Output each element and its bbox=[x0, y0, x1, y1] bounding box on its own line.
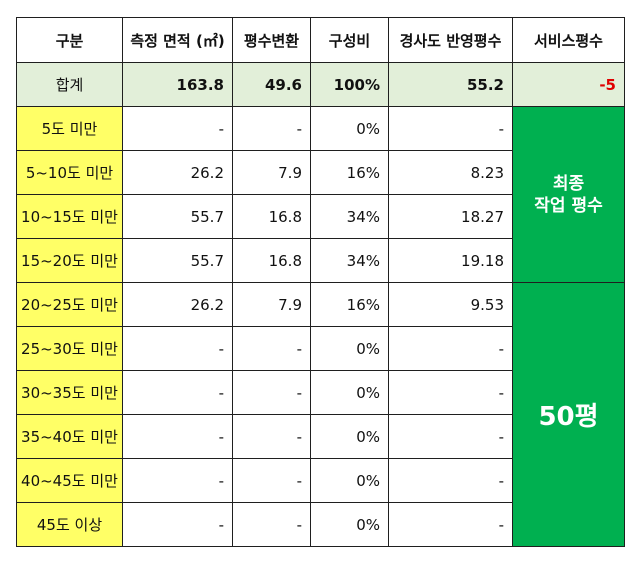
row-category: 5도 미만 bbox=[16, 106, 123, 151]
header-area: 측정 면적 (㎡) bbox=[122, 17, 233, 63]
row-area: - bbox=[122, 458, 233, 503]
total-service: -5 bbox=[512, 62, 625, 107]
row-area: - bbox=[122, 326, 233, 371]
total-label: 합계 bbox=[16, 62, 123, 107]
fifty-pyeong-label: 50평 bbox=[538, 402, 599, 432]
row-category: 5~10도 미만 bbox=[16, 150, 123, 195]
final-label-line1: 최종 bbox=[552, 173, 585, 194]
row-pyeong: 7.9 bbox=[232, 282, 311, 327]
row-ratio: 34% bbox=[310, 238, 389, 283]
row-ratio: 0% bbox=[310, 414, 389, 459]
row-ratio: 16% bbox=[310, 150, 389, 195]
row-category: 35~40도 미만 bbox=[16, 414, 123, 459]
final-work-area-cell: 최종 작업 평수 bbox=[512, 106, 625, 283]
row-ratio: 34% bbox=[310, 194, 389, 239]
fifty-pyeong-cell: 50평 bbox=[512, 282, 625, 547]
slope-table: 구분 측정 면적 (㎡) 평수변환 구성비 경사도 반영평수 서비스평수 합계 … bbox=[16, 17, 625, 547]
row-slope: 9.53 bbox=[388, 282, 513, 327]
final-label-line2: 작업 평수 bbox=[534, 195, 603, 216]
row-pyeong: - bbox=[232, 106, 311, 151]
row-area: 55.7 bbox=[122, 238, 233, 283]
total-row: 합계 163.8 49.6 100% 55.2 -5 bbox=[16, 62, 625, 107]
row-ratio: 16% bbox=[310, 282, 389, 327]
row-slope: 8.23 bbox=[388, 150, 513, 195]
row-pyeong: - bbox=[232, 502, 311, 547]
row-category: 15~20도 미만 bbox=[16, 238, 123, 283]
row-area: 26.2 bbox=[122, 282, 233, 327]
total-ratio: 100% bbox=[310, 62, 389, 107]
row-ratio: 0% bbox=[310, 106, 389, 151]
table-row: 40~45도 미만 - - 0% - bbox=[16, 458, 625, 503]
row-slope: - bbox=[388, 370, 513, 415]
total-area: 163.8 bbox=[122, 62, 233, 107]
row-ratio: 0% bbox=[310, 502, 389, 547]
table-row: 10~15도 미만 55.7 16.8 34% 18.27 bbox=[16, 194, 625, 239]
row-slope: 18.27 bbox=[388, 194, 513, 239]
header-category: 구분 bbox=[16, 17, 123, 63]
row-slope: - bbox=[388, 502, 513, 547]
row-pyeong: 7.9 bbox=[232, 150, 311, 195]
header-pyeong: 평수변환 bbox=[232, 17, 311, 63]
header-slope: 경사도 반영평수 bbox=[388, 17, 513, 63]
table-row: 30~35도 미만 - - 0% - bbox=[16, 370, 625, 415]
row-area: 26.2 bbox=[122, 150, 233, 195]
row-category: 30~35도 미만 bbox=[16, 370, 123, 415]
row-area: - bbox=[122, 106, 233, 151]
table-row: 15~20도 미만 55.7 16.8 34% 19.18 bbox=[16, 238, 625, 283]
row-pyeong: - bbox=[232, 458, 311, 503]
row-category: 25~30도 미만 bbox=[16, 326, 123, 371]
total-slope: 55.2 bbox=[388, 62, 513, 107]
row-area: - bbox=[122, 414, 233, 459]
row-slope: - bbox=[388, 326, 513, 371]
header-row: 구분 측정 면적 (㎡) 평수변환 구성비 경사도 반영평수 서비스평수 bbox=[16, 17, 625, 63]
row-ratio: 0% bbox=[310, 370, 389, 415]
row-area: - bbox=[122, 370, 233, 415]
header-service: 서비스평수 bbox=[512, 17, 625, 63]
row-category: 40~45도 미만 bbox=[16, 458, 123, 503]
row-slope: - bbox=[388, 414, 513, 459]
table-row: 20~25도 미만 26.2 7.9 16% 9.53 50평 bbox=[16, 282, 625, 547]
table-row: 5도 미만 - - 0% - 최종 작업 평수 bbox=[16, 106, 625, 283]
total-pyeong: 49.6 bbox=[232, 62, 311, 107]
row-area: - bbox=[122, 502, 233, 547]
table-row: 5~10도 미만 26.2 7.9 16% 8.23 bbox=[16, 150, 625, 195]
table-row: 45도 이상 - - 0% - bbox=[16, 502, 625, 547]
row-slope: - bbox=[388, 106, 513, 151]
row-pyeong: - bbox=[232, 370, 311, 415]
row-category: 10~15도 미만 bbox=[16, 194, 123, 239]
row-pyeong: 16.8 bbox=[232, 194, 311, 239]
row-pyeong: - bbox=[232, 326, 311, 371]
table-row: 35~40도 미만 - - 0% - bbox=[16, 414, 625, 459]
row-area: 55.7 bbox=[122, 194, 233, 239]
row-slope: 19.18 bbox=[388, 238, 513, 283]
row-ratio: 0% bbox=[310, 458, 389, 503]
row-slope: - bbox=[388, 458, 513, 503]
row-category: 45도 이상 bbox=[16, 502, 123, 547]
table-row: 25~30도 미만 - - 0% - bbox=[16, 326, 625, 371]
row-pyeong: - bbox=[232, 414, 311, 459]
row-pyeong: 16.8 bbox=[232, 238, 311, 283]
header-ratio: 구성비 bbox=[310, 17, 389, 63]
row-ratio: 0% bbox=[310, 326, 389, 371]
row-category: 20~25도 미만 bbox=[16, 282, 123, 327]
